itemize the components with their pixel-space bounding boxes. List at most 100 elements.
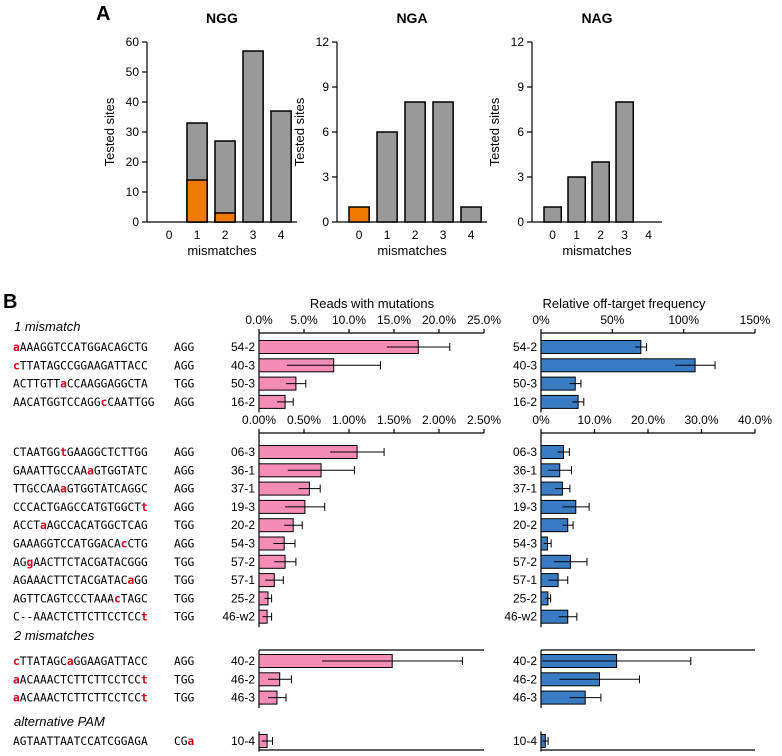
- mismatch-base: a: [87, 464, 94, 477]
- pam-segment: CG: [174, 735, 188, 748]
- sequence: aACAAACTCTTCTTCCTCCt: [13, 692, 148, 705]
- y-tick-label: 9: [322, 80, 329, 94]
- left-tick-label: 1.50%: [377, 413, 411, 427]
- x-tick-label: 3: [250, 228, 257, 242]
- left-tick-label: 2.50%: [467, 413, 501, 427]
- mismatch-base: t: [141, 611, 148, 624]
- mismatch-base: a: [67, 655, 74, 668]
- section-label: 2 mismatches: [13, 628, 95, 643]
- x-tick-label: 0: [549, 228, 556, 242]
- panel-a-label: A: [96, 3, 110, 25]
- sequence: AGTTCAGTCCCTAAAcTAGC: [13, 592, 148, 605]
- y-tick-label: 40: [126, 95, 140, 109]
- bar-gray-4: [460, 206, 482, 223]
- histogram-ngg: NGG 0 10 20 30 40 50 60 Tested sites 0 1 2 3 4 mismatc…: [102, 10, 297, 258]
- pam: TGG: [174, 556, 194, 569]
- x-tick-label: 1: [194, 228, 201, 242]
- sequence: CTAATGGtGAAGGCTCTTGG: [13, 446, 148, 459]
- site-label-right: 57-1: [513, 573, 537, 587]
- bar-gray-2: [214, 140, 236, 223]
- x-tick-label: 3: [621, 228, 628, 242]
- sequence-segment: AG: [13, 556, 27, 569]
- left-tick-label: 25.0%: [467, 313, 501, 327]
- y-tick-label: 0: [132, 215, 139, 229]
- left-tick-label: 0.50%: [287, 413, 321, 427]
- right-tick-label: 50%: [600, 313, 624, 327]
- sequence: GAAATTGCCAAaGTGGTATC: [13, 464, 148, 477]
- pam: AGG: [174, 359, 194, 372]
- left-tick-label: 2.00%: [422, 413, 456, 427]
- y-tick-label: 20: [126, 155, 140, 169]
- bar-gray-1: [567, 176, 587, 223]
- sequence-segment: AGCCACATGGCTCAG: [47, 519, 148, 532]
- sequence: CCCACTGAGCCATGTGGCTt: [13, 501, 148, 514]
- mismatch-base: t: [141, 673, 148, 686]
- site-label: 46-2: [231, 672, 255, 686]
- site-label: 16-2: [231, 395, 255, 409]
- panel-b-label: B: [3, 291, 17, 313]
- pam-mismatch-base: a: [187, 735, 194, 748]
- left-column-title: Reads with mutations: [310, 296, 435, 311]
- y-axis-label: Tested sites: [487, 97, 502, 166]
- mismatch-base: c: [114, 592, 121, 605]
- pam: TGG: [174, 574, 194, 587]
- pam: AGG: [174, 501, 194, 514]
- bar-group-1: 0.00% 0.50% 1.00% 1.50% 2.00% 2.50% 0% 10.0% 20.…: [13, 413, 772, 628]
- frequency-bar-40-3: [540, 358, 696, 373]
- y-tick-label: 30: [126, 125, 140, 139]
- x-tick-label: 2: [222, 228, 229, 242]
- site-label: 40-3: [231, 358, 255, 372]
- pam: TGG: [174, 519, 194, 532]
- y-tick-label: 6: [322, 125, 329, 139]
- sequence: GAAAGGTCCATGGACAcCTG: [13, 538, 148, 551]
- sequence-segment: CCAAGGAGGCTA: [67, 378, 148, 391]
- y-tick-label: 60: [126, 35, 140, 49]
- bar-group-0: 1 mismatch 0.0% 5.0% 10.0% 15.0% 20.0% 25.0% 0%…: [13, 313, 771, 413]
- pam: TGG: [174, 673, 194, 686]
- site-label-right: 20-2: [513, 518, 537, 532]
- right-tick-label: 10.0%: [577, 413, 611, 427]
- site-label: 54-2: [231, 340, 255, 354]
- y-tick-label: 0: [517, 215, 524, 229]
- site-label-right: 06-3: [513, 445, 537, 459]
- right-column-title: Relative off-target frequency: [542, 296, 706, 311]
- x-tick-label: 0: [166, 228, 173, 242]
- site-label: 20-2: [231, 518, 255, 532]
- sequence-segment: ACAAACTCTTCTTCCTCC: [20, 692, 141, 705]
- sequence: ACTTGTTaCCAAGGAGGCTA: [13, 378, 148, 391]
- section-label: 1 mismatch: [14, 319, 80, 334]
- y-tick-label: 12: [316, 35, 330, 49]
- sequence-segment: CCCACTGAGCCATGTGGCT: [13, 501, 141, 514]
- sequence-segment: TTATAGC: [20, 655, 67, 668]
- chart-title: NAG: [581, 10, 612, 26]
- bar-gray-3: [615, 101, 635, 223]
- site-label: 37-1: [231, 482, 255, 496]
- site-label-right: 46-3: [513, 691, 537, 705]
- site-label-right: 37-1: [513, 482, 537, 496]
- sequence-segment: TAGC: [121, 592, 148, 605]
- y-tick-label: 12: [511, 35, 525, 49]
- site-label: 46-3: [231, 691, 255, 705]
- pam: AGG: [174, 655, 194, 668]
- sequence-segment: AAAGGTCCATGGACAGCTG: [20, 341, 148, 354]
- site-label-right: 19-3: [513, 500, 537, 514]
- mismatch-base: c: [101, 396, 108, 409]
- pam: TGG: [174, 611, 194, 624]
- mismatch-base: a: [60, 483, 67, 496]
- sequence: cTTATAGCaGGAAGATTACC: [13, 655, 148, 668]
- chart-title: NGA: [396, 10, 427, 26]
- x-axis-label: mismatches: [187, 243, 257, 258]
- mismatch-base: a: [128, 574, 135, 587]
- sequence: AACATGGTCCAGGcCAATTGG: [13, 396, 155, 409]
- right-tick-label: 0%: [532, 413, 550, 427]
- chart-title: NGG: [206, 10, 238, 26]
- mismatch-base: t: [60, 446, 67, 459]
- x-tick-label: 2: [597, 228, 604, 242]
- x-tick-label: 4: [278, 228, 285, 242]
- y-tick-label: 9: [517, 80, 524, 94]
- site-label: 25-2: [231, 591, 255, 605]
- site-label-right: 46-2: [513, 672, 537, 686]
- section-label: alternative PAM: [14, 714, 105, 729]
